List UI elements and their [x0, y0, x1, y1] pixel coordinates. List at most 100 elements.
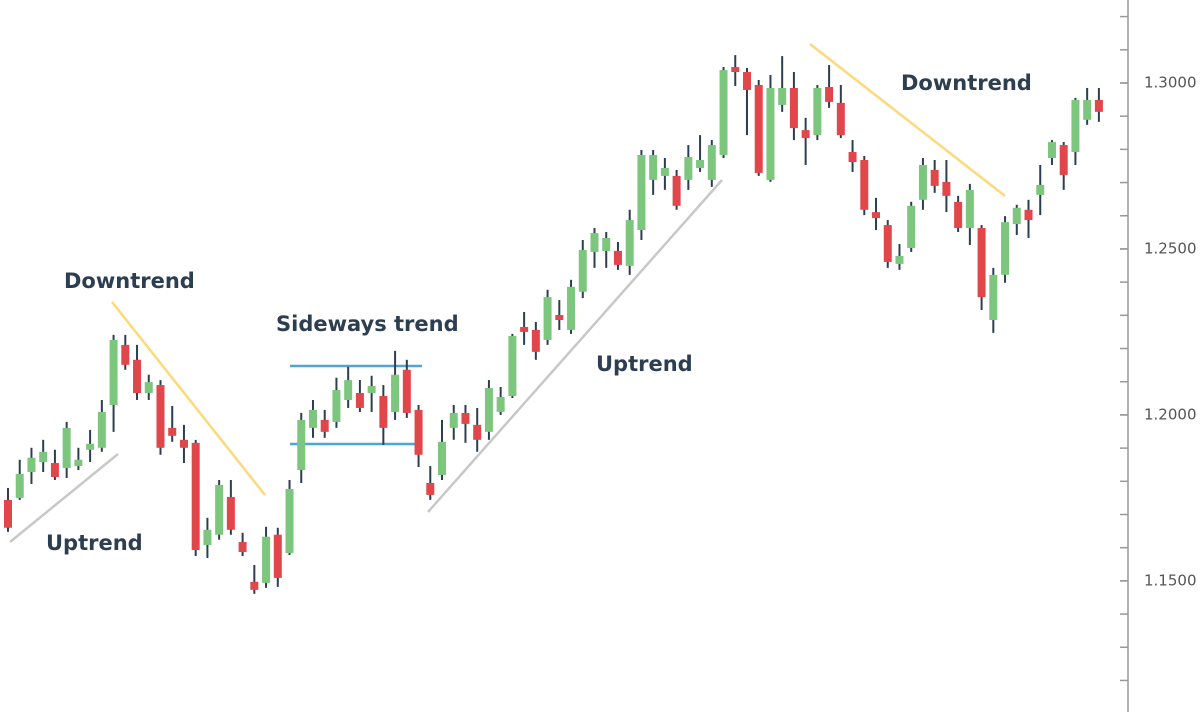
annotation: Uptrend — [596, 352, 693, 376]
candle-body — [637, 155, 646, 231]
candle-body — [484, 388, 493, 432]
candle-body — [438, 441, 447, 475]
candle-body — [1059, 145, 1068, 175]
candle-body — [918, 164, 927, 200]
candle-body — [836, 102, 845, 136]
candle-body — [74, 459, 83, 467]
candle-body — [1024, 209, 1033, 221]
candle-body — [930, 169, 939, 186]
candle-body — [39, 451, 48, 463]
candle-body — [543, 297, 552, 340]
candle-body — [262, 536, 271, 583]
y-tick-label: 1.2000 — [1144, 405, 1197, 423]
candle-body — [496, 396, 505, 412]
candle-body — [156, 385, 165, 448]
uptrend-line — [427, 179, 723, 513]
candle-body — [965, 189, 974, 229]
candle-body — [883, 225, 892, 262]
candle-body — [977, 228, 986, 298]
downtrend-line — [809, 43, 1006, 197]
candle-body — [144, 382, 153, 394]
uptrend-line — [9, 453, 119, 543]
candle-body — [719, 70, 728, 156]
annotation: Uptrend — [46, 531, 143, 555]
candle-body — [907, 205, 916, 248]
candle-body — [191, 442, 200, 551]
candle-body — [86, 443, 95, 450]
candle-body — [649, 155, 658, 180]
candle-body — [848, 152, 857, 162]
candle-body — [62, 427, 71, 469]
candle-body — [461, 412, 470, 424]
candle-body — [320, 419, 329, 432]
candle-body — [27, 457, 36, 473]
candle-body — [1083, 99, 1092, 120]
candle-body — [297, 419, 306, 471]
candle-body — [109, 339, 118, 405]
candle-body — [1071, 99, 1080, 153]
candle-body — [602, 237, 611, 251]
candle-body — [1047, 142, 1056, 159]
candle-body — [250, 581, 259, 590]
candle-body — [742, 72, 751, 90]
candle-body — [168, 427, 177, 436]
candle-body — [778, 87, 787, 105]
candle-body — [872, 212, 881, 219]
y-tick-label: 1.1500 — [1144, 571, 1197, 589]
candle-body — [4, 499, 12, 528]
candle-body — [121, 344, 130, 365]
candle-body — [672, 175, 681, 206]
candle-body — [625, 220, 634, 266]
candle-body — [684, 157, 693, 180]
candle-body — [508, 335, 517, 396]
candle-body — [379, 395, 388, 428]
candle-body — [355, 393, 364, 408]
candle-body — [203, 529, 212, 546]
candle-body — [273, 534, 282, 578]
trend-lines — [9, 43, 1006, 543]
candle-body — [179, 439, 188, 448]
candle-body — [1012, 207, 1021, 225]
candles — [4, 55, 1103, 594]
candle-body — [473, 424, 482, 440]
candle-body — [954, 201, 963, 229]
candle-body — [613, 250, 622, 265]
y-axis: 1.1500 1.2000 1.2500 1.3000 — [1120, 0, 1197, 712]
candle-body — [97, 411, 106, 448]
candle-body — [226, 496, 235, 530]
y-tick-label: 1.3000 — [1144, 73, 1197, 91]
candle-body — [696, 159, 705, 168]
downtrend-line — [111, 301, 266, 496]
candle-body — [989, 274, 998, 320]
candle-body — [449, 412, 458, 428]
candle-body — [133, 359, 142, 394]
annotation: Sideways trend — [276, 312, 459, 336]
candle-body — [344, 380, 353, 400]
candle-body — [238, 542, 247, 553]
candle-body — [1036, 184, 1045, 195]
candle-body — [567, 286, 576, 330]
candle-body — [1094, 99, 1103, 112]
candle-body — [391, 374, 400, 412]
candle-body — [860, 159, 869, 210]
candle-body — [308, 409, 317, 428]
candle-body — [731, 67, 740, 73]
candle-body — [367, 386, 376, 394]
candle-body — [426, 482, 435, 495]
candle-body — [414, 409, 423, 455]
candle-body — [402, 369, 411, 413]
candle-body — [1001, 222, 1010, 275]
candle-body — [578, 249, 587, 292]
candle-body — [895, 255, 904, 264]
candle-body — [531, 329, 540, 352]
annotation: Downtrend — [64, 269, 195, 293]
candle-body — [789, 87, 798, 129]
y-tick-label: 1.2500 — [1144, 239, 1197, 257]
candle-body — [766, 87, 775, 180]
annotation: Downtrend — [901, 71, 1032, 95]
candle-body — [707, 145, 716, 180]
candle-body — [285, 488, 294, 554]
candle-body — [50, 463, 59, 477]
